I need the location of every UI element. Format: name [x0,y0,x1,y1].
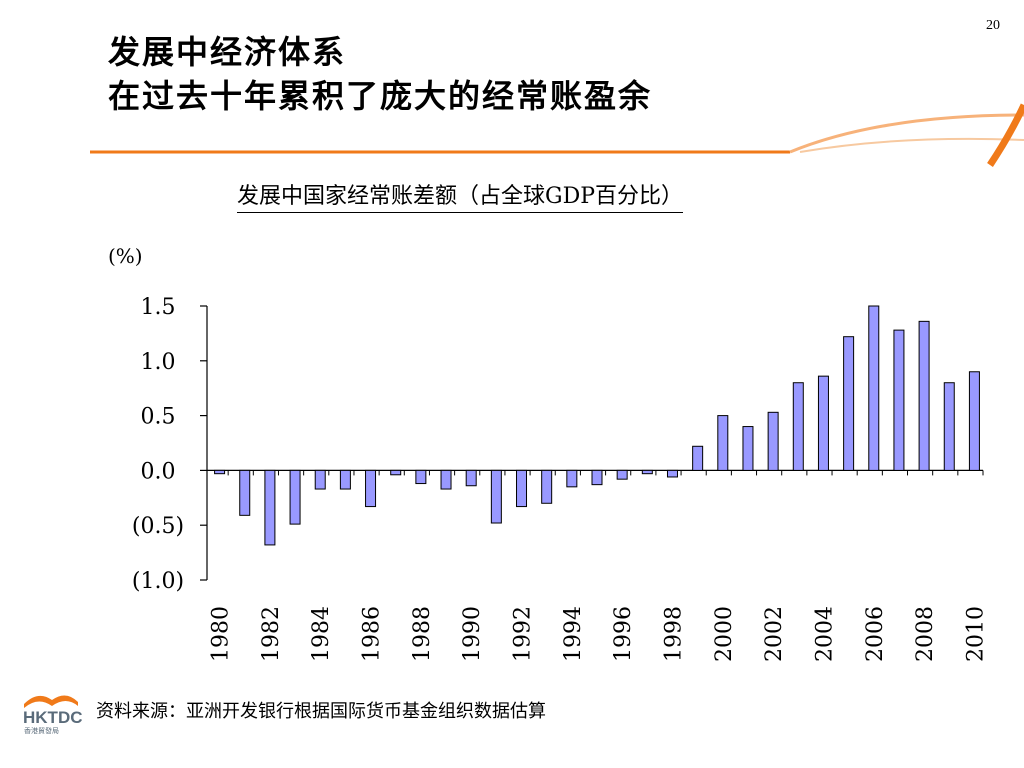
bar [767,411,779,471]
y-tick-label: (1.0) [132,569,184,594]
y-unit-label: (%) [108,244,143,268]
page-number: 20 [986,18,1000,33]
x-tick-label: 1986 [360,606,385,662]
decorative-swoosh [90,103,1024,167]
bar [792,382,804,471]
bar [490,469,502,524]
bar [339,469,351,490]
bar [692,445,704,471]
x-tick-label: 2010 [963,606,988,662]
source-note: 资料来源：亚洲开发银行根据国际货币基金组织数据估算 [96,701,546,722]
bar [918,320,930,471]
hktdc-logo-icon [24,695,78,708]
bar [717,415,729,471]
bar [641,469,653,475]
bar [893,329,905,471]
y-tick-label: 0.0 [141,459,176,484]
x-tick-label: 2002 [762,606,787,662]
x-tick-label: 1990 [460,606,485,662]
x-tick-label: 2004 [812,606,837,662]
bar [264,469,276,546]
y-tick-label: (0.5) [132,514,184,539]
bar [541,469,553,504]
bar [214,469,226,475]
x-tick-label: 1988 [410,606,435,662]
bar [465,469,477,487]
bar [943,382,955,471]
x-tick-label: 1998 [661,606,686,662]
y-tick-label: 1.5 [141,295,176,320]
x-tick-label: 1984 [309,606,334,662]
chart-title: 发展中国家经常账差额（占全球GDP百分比） [237,178,684,213]
bar [314,469,326,490]
bar [440,469,452,490]
x-tick-label: 1992 [511,606,536,662]
bar [415,469,427,485]
y-tick-label: 1.0 [141,350,176,375]
x-tick-label: 2006 [863,606,888,662]
bar [566,469,578,488]
x-tick-label: 1982 [259,606,284,662]
logo-text: HKTDC [23,708,83,727]
bar [591,469,603,486]
bar [390,469,402,476]
bar [968,371,980,471]
bar [616,469,628,480]
bar [239,469,251,516]
bar [365,469,377,508]
bar [666,469,678,478]
slide-title-line-1: 发展中经济体系 [108,33,347,71]
y-tick-label: 0.5 [141,405,176,430]
x-tick-label: 2008 [913,606,938,662]
slide-title: 发展中经济体系 在过去十年累积了庞大的经常账盈余 [108,30,652,118]
bar [843,336,855,471]
x-tick-label: 1994 [561,606,586,662]
bar [516,469,528,508]
x-tick-label: 2000 [712,606,737,662]
bar [868,305,880,471]
bar [289,469,301,525]
slide-title-line-2: 在过去十年累积了庞大的经常账盈余 [108,77,653,115]
logo-subtext: 香港貿發局 [24,727,59,735]
bar [817,375,829,471]
x-tick-label: 1996 [611,606,636,662]
bar [742,426,754,471]
x-tick-label: 1980 [209,606,234,662]
